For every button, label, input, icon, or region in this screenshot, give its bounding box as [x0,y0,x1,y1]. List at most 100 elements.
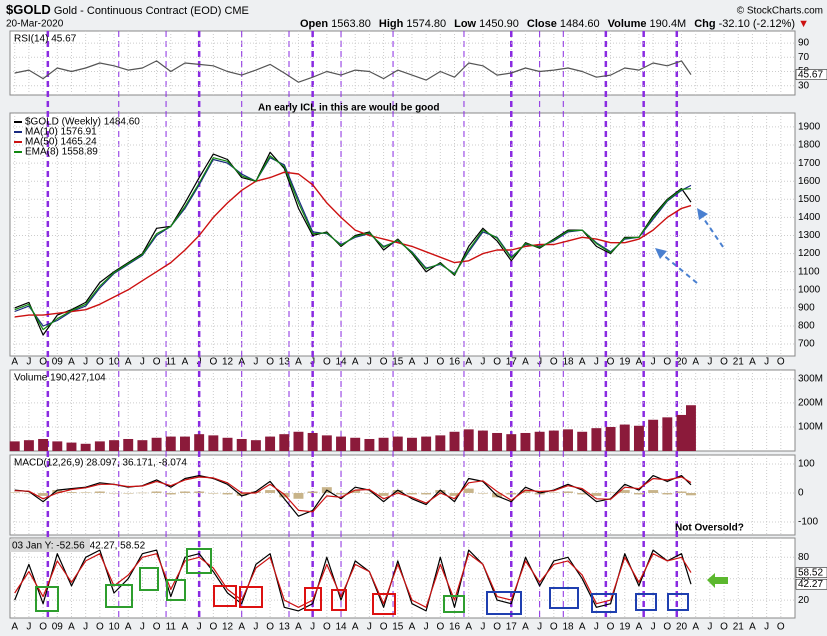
x-tick-label: A [465,357,472,368]
volume-bar [336,436,346,451]
x-tick-label: A [636,622,643,633]
y-tick-label: 80 [798,552,810,563]
histogram-bar [250,491,261,493]
x-tick-label: A [295,357,302,368]
x-tick-label: 19 [619,622,631,633]
volume-bar [520,432,531,451]
x-tick-label: O [607,357,615,368]
quote-label: High [379,18,404,30]
quote-label: Open [300,18,328,30]
box [239,586,263,608]
x-tick-label: O [663,357,671,368]
x-tick-label: J [764,622,769,633]
box [591,593,617,613]
x-tick-label: A [11,357,18,368]
histogram-bar [591,492,602,496]
x-tick-label: A [692,622,699,633]
volume-bar [378,437,389,451]
volume-bar [619,424,630,451]
volume-bar [180,436,190,451]
y-tick-label: 1000 [798,284,821,295]
x-tick-label: J [26,622,31,633]
box [635,593,657,611]
histogram-bar [676,491,687,493]
volume-bar [293,431,304,451]
quote-value: 1484.60 [560,18,600,30]
value-tag [795,578,827,590]
box [667,593,689,611]
y-tick-label: 1800 [798,140,821,151]
panel [9,112,796,357]
volume-bar [151,437,162,451]
volume-bar [109,440,120,451]
y-tick-label: 1100 [798,266,820,277]
y-tick-label: 200M [798,398,823,409]
series-line [14,171,692,318]
histogram-bar [463,488,474,493]
box [105,584,133,608]
x-tick-label: O [380,622,388,633]
legend-label: $GOLD (Weekly) 1484.60 [25,117,140,128]
box [331,589,347,611]
down-marker: ▼ [798,18,809,30]
x-tick-label: A [295,622,302,633]
histogram-bar [307,491,318,493]
x-tick-label: J [707,622,712,633]
value-tag [795,567,827,578]
volume-bar [52,441,63,451]
value-tag-label: 42.27 [798,579,823,590]
quote-label: Volume [608,18,647,30]
histogram-bar [208,492,219,494]
value-tag-label: 45.67 [798,69,823,80]
annotation-boxes [35,548,689,615]
histogram-bar [378,492,389,496]
y-tick-label: 70 [798,52,810,63]
volume-bar [591,428,602,451]
x-tick-label: J [537,622,542,633]
x-tick-label: A [352,357,359,368]
value-tag-label: 58.52 [798,567,823,578]
x-tick-label: 15 [392,357,404,368]
volume-bar [435,435,446,451]
cursor-readout: 03 Jan Y: -52.56 [12,541,85,552]
exchange: CME [224,5,248,17]
date: 20-Mar-2020 [6,19,64,30]
x-tick-label: A [125,622,132,633]
x-tick-label: J [253,357,258,368]
x-tick-label: O [96,622,104,633]
x-tick-label: O [209,622,217,633]
x-tick-label: 11 [166,622,177,633]
x-tick-label: O [39,622,47,633]
x-tick-label: A [749,622,756,633]
x-tick-label: O [153,622,161,633]
volume-bar [449,431,460,451]
volume-bar [279,434,290,451]
histogram-bar [336,492,346,495]
y-tick-label: 0 [798,488,804,499]
histogram-bar [520,490,531,493]
histogram-bar [392,490,403,493]
y-tick-label: 1700 [798,158,821,169]
y-tick-label: 100M [798,422,823,433]
volume-bar [534,431,545,451]
x-tick-label: J [197,622,202,633]
quote-value: 1574.80 [406,18,446,30]
x-tick-label: O [266,357,274,368]
x-tick-label: J [367,622,372,633]
x-tick-label: 20 [676,357,688,368]
histogram-bar [577,492,588,495]
volume-bar [222,437,233,451]
x-tick-label: O [436,622,444,633]
series-line [14,553,692,608]
y-tick-label: 1600 [798,176,821,187]
y-tick-label: 30 [798,80,810,91]
histogram-bar [80,492,91,493]
histogram-bar [94,491,105,493]
histogram-bar [449,492,460,496]
volume-bar [506,434,517,451]
annotation: An early ICL in this are would be good [258,103,440,114]
x-tick-label: O [266,622,274,633]
panel-title: RSI(14) 45.67 [14,34,77,45]
histogram-bar [151,491,162,493]
x-tick-label: 12 [222,622,234,633]
